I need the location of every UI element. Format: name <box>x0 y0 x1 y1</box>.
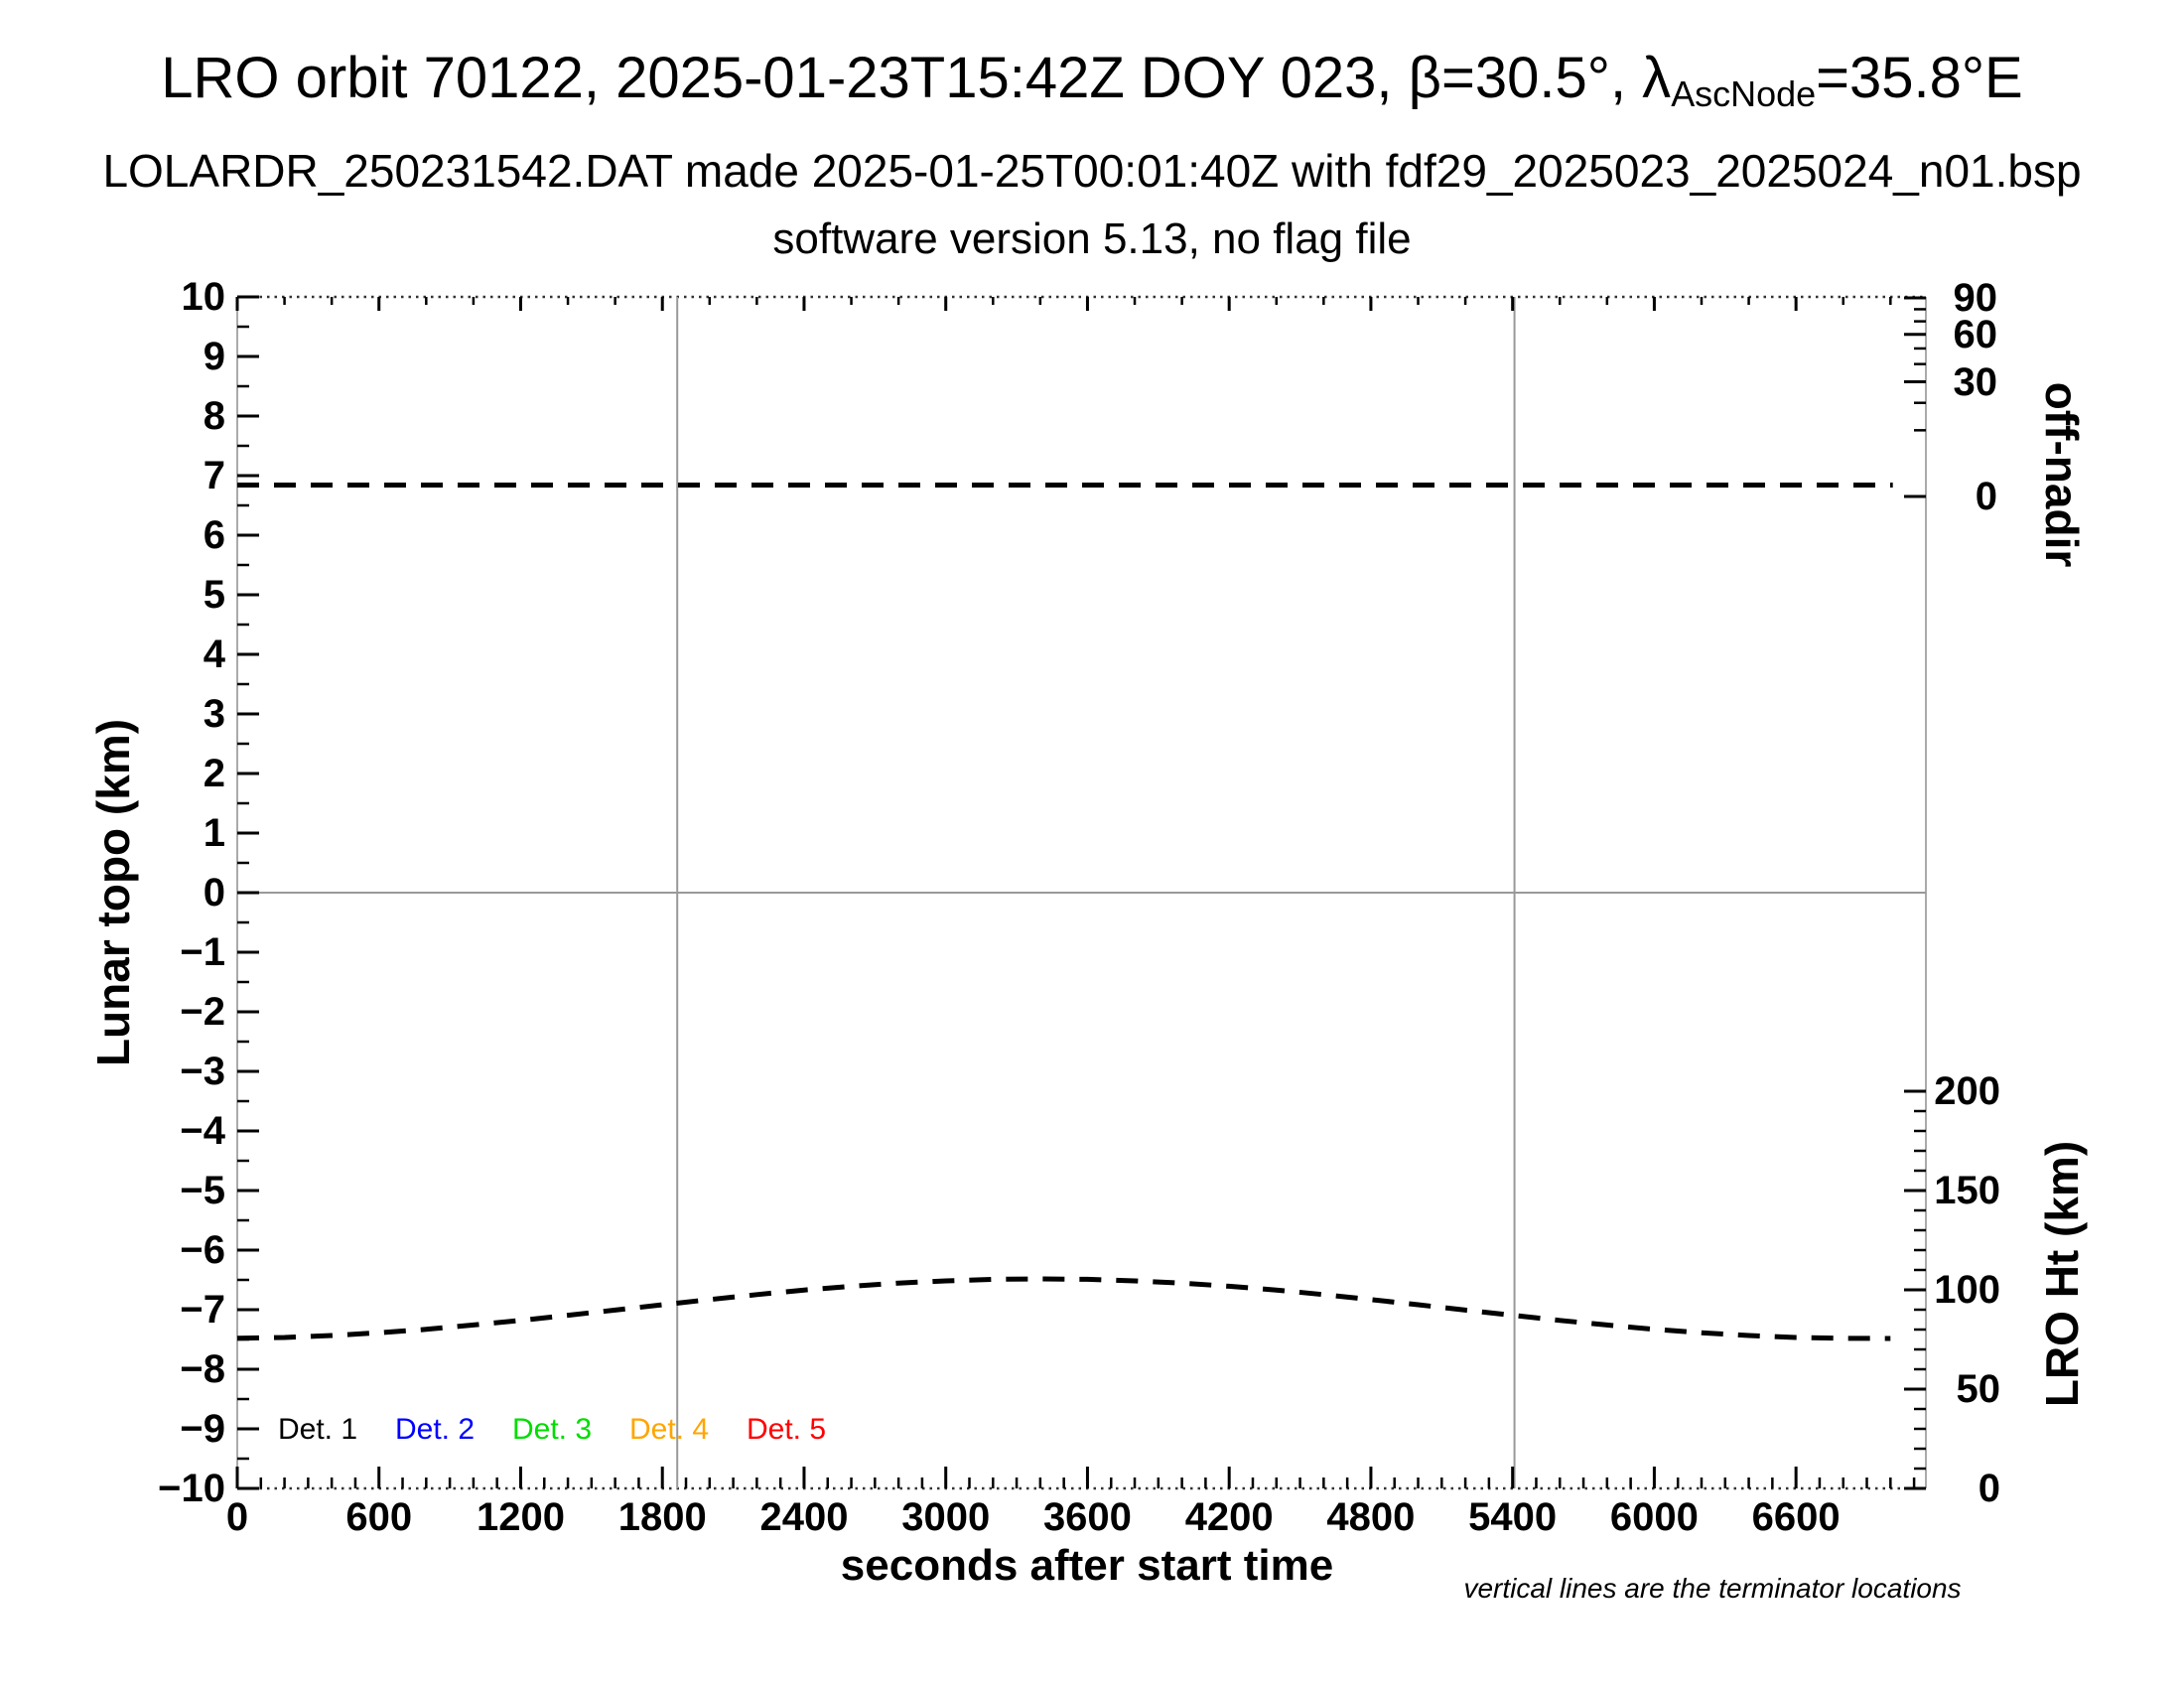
y-left-tick-label: −4 <box>180 1109 225 1153</box>
legend-item-det-1: Det. 1 <box>278 1413 358 1446</box>
y-left-tick-label: 0 <box>203 871 225 914</box>
x-tick-label: 5400 <box>1468 1495 1558 1539</box>
x-tick-label: 6000 <box>1609 1495 1699 1539</box>
y-left-tick-label: −8 <box>180 1347 225 1391</box>
legend-item-det-5: Det. 5 <box>747 1413 827 1446</box>
offnadir-tick-label: 90 <box>1953 276 1998 320</box>
y-axis-label-lro-ht: LRO Ht (km) <box>2036 1140 2088 1408</box>
x-tick-label: 4200 <box>1184 1495 1274 1539</box>
x-tick-label: 1200 <box>476 1495 565 1539</box>
offnadir-tick-label: 0 <box>1975 475 1997 518</box>
y-left-tick-label: 7 <box>203 454 225 497</box>
y-left-tick-label: 9 <box>203 335 225 378</box>
x-tick-label: 600 <box>345 1495 413 1539</box>
y-left-tick-label: −10 <box>158 1467 225 1510</box>
legend-item-det-3: Det. 3 <box>512 1413 593 1446</box>
lro-height-curve <box>236 1276 1891 1341</box>
lro-ht-tick-label: 100 <box>1934 1268 2000 1312</box>
lro-ht-tick-label: 150 <box>1934 1169 2000 1212</box>
y-left-tick-label: −6 <box>180 1228 225 1272</box>
title-suffix: =35.8°E <box>1816 46 2023 110</box>
y-left-tick-label: −3 <box>180 1050 225 1093</box>
x-tick-label: 6600 <box>1751 1495 1841 1539</box>
y-axis-label-off-nadir: off-nadir <box>2036 381 2088 568</box>
y-left-tick-label: −7 <box>180 1288 225 1332</box>
x-tick-label: 1800 <box>617 1495 707 1539</box>
y-axis-label-lunar-topo: Lunar topo (km) <box>87 718 139 1067</box>
y-left-tick-label: −2 <box>180 990 225 1034</box>
y-left-tick-label: 6 <box>203 513 225 557</box>
title-lambda-subscript: AscNode <box>1671 72 1817 114</box>
subtitle-filename: LOLARDR_250231542.DAT made 2025-01-25T00… <box>102 145 2082 197</box>
offnadir-tick-label: 30 <box>1953 359 1998 404</box>
y-left-tick-label: −1 <box>180 930 225 974</box>
y-left-tick-label: 3 <box>203 692 225 736</box>
y-left-tick-label: 4 <box>203 633 225 676</box>
x-axis-label: seconds after start time <box>840 1541 1334 1590</box>
lro-ht-tick-label: 50 <box>1956 1367 2001 1411</box>
lro-ht-tick-label: 200 <box>1934 1069 2000 1113</box>
y-left-tick-label: −5 <box>180 1169 225 1212</box>
y-left-tick-label: 10 <box>181 275 226 319</box>
page-title: LRO orbit 70122, 2025-01-23T15:42Z DOY 0… <box>0 46 2184 127</box>
lro-ht-tick-label: 0 <box>1978 1467 2000 1510</box>
subtitle-software-version: software version 5.13, no flag file <box>772 214 1412 263</box>
terminator-footnote: vertical lines are the terminator locati… <box>1463 1573 1962 1604</box>
y-left-tick-label: 1 <box>203 811 225 855</box>
y-left-tick-label: 2 <box>203 752 225 795</box>
legend-item-det-4: Det. 4 <box>629 1413 710 1446</box>
x-tick-label: 3600 <box>1042 1495 1132 1539</box>
title-main: LRO orbit 70122, 2025-01-23T15:42Z DOY 0… <box>161 46 1672 110</box>
x-tick-label: 2400 <box>759 1495 849 1539</box>
y-left-tick-label: −9 <box>180 1407 225 1451</box>
x-tick-label: 0 <box>225 1495 249 1539</box>
legend-item-det-2: Det. 2 <box>395 1413 476 1446</box>
x-tick-label: 3000 <box>901 1495 991 1539</box>
y-left-tick-label: 5 <box>203 573 225 617</box>
y-left-tick-label: 8 <box>203 394 225 438</box>
x-tick-label: 4800 <box>1326 1495 1416 1539</box>
offnadir-tick-label: 60 <box>1953 312 1998 356</box>
